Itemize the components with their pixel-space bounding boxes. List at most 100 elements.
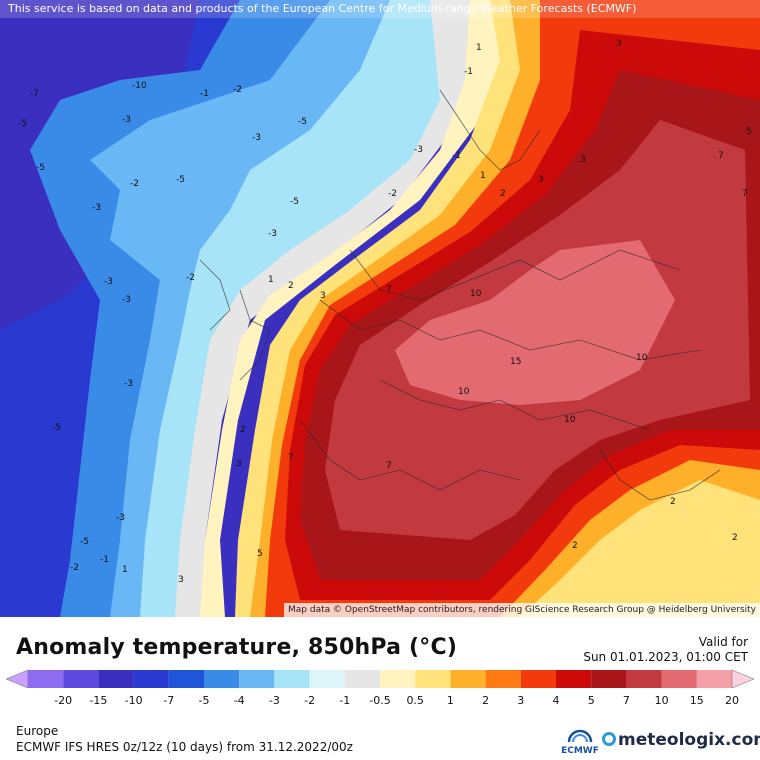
contour-label: 3 (320, 291, 326, 301)
anomaly-field: -10 -7 -1 -2 -5 -3 -5 -3 -5 -2 -5 -3 -5 -3 -2 -3 -3 -3 -5 -… (0, 0, 760, 617)
contour-label: -2 (130, 179, 139, 189)
legend-tick-label: 4 (553, 694, 560, 707)
legend-swatch (133, 670, 169, 688)
chart-title: Anomaly temperature, 850hPa (°C) (16, 635, 458, 660)
contour-label: 10 (564, 415, 576, 425)
valid-datetime: Sun 01.01.2023, 01:00 CET (583, 650, 748, 664)
legend-low-arrow (5, 669, 29, 689)
legend-tick-label: 10 (655, 694, 669, 707)
contour-label: -3 (268, 229, 277, 239)
legend-swatch (344, 670, 380, 688)
contour-label: -3 (122, 295, 131, 305)
legend-tick-label: 15 (690, 694, 704, 707)
legend-tick-label: 3 (517, 694, 524, 707)
ecmwf-arc-icon (567, 729, 593, 743)
legend-tick-label: -3 (269, 694, 280, 707)
contour-label: -3 (104, 277, 113, 287)
contour-label: -3 (92, 203, 101, 213)
field-zero (175, 0, 500, 617)
contour-label: 7 (288, 453, 294, 463)
contour-label: 5 (257, 549, 263, 559)
contour-label: 2 (572, 541, 578, 551)
contour-label: 2 (240, 425, 246, 435)
contour-label: -2 (186, 273, 195, 283)
contour-label: 2 (288, 281, 294, 291)
legend-swatch (415, 670, 451, 688)
model-info: ECMWF IFS HRES 0z/12z (10 days) from 31.… (16, 740, 353, 754)
contour-label: 3 (538, 175, 544, 185)
legend-swatch (309, 670, 345, 688)
ecmwf-logo-text: ECMWF (561, 746, 599, 756)
contour-label: -2 (70, 563, 79, 573)
legend-swatch (380, 670, 416, 688)
contour-label: -1 (452, 151, 461, 161)
contour-label: 15 (510, 357, 521, 367)
contour-label: -7 (30, 89, 39, 99)
field-plus-20 (395, 240, 675, 405)
color-legend: -20 -15 -10 -7 -5 -4 -3 -2 -1 -0.5 0.5 1 2 3 4 5 7 10 15 20 (5, 669, 755, 707)
legend-tick-label: -4 (234, 694, 245, 707)
meteologix-logo-icon[interactable]: meteologix.com (602, 730, 760, 750)
contour-label: -5 (298, 117, 307, 127)
legend-swatch (239, 670, 275, 688)
map-attribution[interactable]: Map data © OpenStreetMap contributors, r… (284, 603, 760, 617)
legend-tick-label: -20 (54, 694, 72, 707)
legend-high-arrow (731, 669, 755, 689)
legend-swatch (63, 670, 99, 688)
legend-tick-label: -7 (163, 694, 174, 707)
contour-label: 1 (480, 171, 486, 181)
borders (199, 89, 721, 501)
legend-swatch (485, 670, 521, 688)
contour-label: 3 (236, 459, 242, 469)
legend-swatch (28, 670, 64, 688)
contour-label: 7 (718, 151, 724, 161)
contour-label: 1 (268, 275, 274, 285)
contour-label: 1 (122, 565, 128, 575)
region-label: Europe (16, 724, 59, 738)
brand-text: meteologix.com (618, 730, 760, 750)
contour-label: 3 (580, 155, 586, 165)
legend-tick-label: -1 (339, 694, 350, 707)
contour-label: 10 (636, 353, 648, 363)
legend-tick-label: -2 (304, 694, 315, 707)
legend-swatch (450, 670, 486, 688)
legend-swatch (696, 670, 732, 688)
ecmwf-logo-icon[interactable]: ECMWF (560, 726, 600, 756)
field-plus-1 (200, 0, 520, 617)
contour-label: -1 (100, 555, 109, 565)
contour-label: 7 (386, 461, 392, 471)
meteologix-dot-icon (602, 732, 616, 746)
legend-tick-label: -15 (89, 694, 107, 707)
data-source-notice: This service is based on data and produc… (0, 0, 760, 18)
contour-label: -5 (36, 163, 45, 173)
contour-label: 2 (500, 189, 506, 199)
legend-swatch (98, 670, 134, 688)
valid-time: Valid for Sun 01.01.2023, 01:00 CET (583, 635, 748, 665)
contour-label: -10 (132, 81, 147, 91)
contour-label: 10 (458, 387, 470, 397)
contour-label: 7 (386, 285, 392, 295)
contour-label: 10 (470, 289, 482, 299)
contour-label: 3 (616, 39, 622, 49)
contour-label: -5 (290, 197, 299, 207)
contour-label: -3 (252, 133, 261, 143)
contour-label: 2 (732, 533, 738, 543)
weather-map[interactable]: -10 -7 -1 -2 -5 -3 -5 -3 -5 -2 -5 -3 -5 -3 -2 -3 -3 -3 -5 -… (0, 0, 760, 617)
contour-label: -3 (414, 145, 423, 155)
legend-swatch (274, 670, 310, 688)
contour-label: -3 (124, 379, 133, 389)
legend-tick-label: 20 (725, 694, 739, 707)
legend-swatch (591, 670, 627, 688)
legend-tick-label: -5 (199, 694, 210, 707)
contour-labels: -10 -7 -1 -2 -5 -3 -5 -3 -5 -2 -5 -3 -5 -3 -2 -3 -3 -3 -5 -… (18, 39, 752, 585)
legend-swatch (168, 670, 204, 688)
contour-label: -5 (176, 175, 185, 185)
contour-label: 7 (742, 189, 748, 199)
contour-label: -1 (464, 67, 473, 77)
legend-tick-label: 7 (623, 694, 630, 707)
contour-label: -2 (233, 85, 242, 95)
legend-tick-label: 5 (588, 694, 595, 707)
contour-label: 5 (746, 127, 752, 137)
contour-label: -3 (116, 513, 125, 523)
contour-label: -2 (388, 189, 397, 199)
